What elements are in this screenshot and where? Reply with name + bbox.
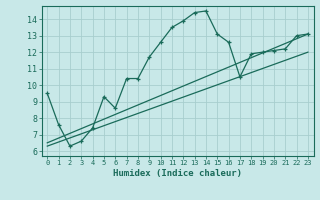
X-axis label: Humidex (Indice chaleur): Humidex (Indice chaleur) [113,169,242,178]
